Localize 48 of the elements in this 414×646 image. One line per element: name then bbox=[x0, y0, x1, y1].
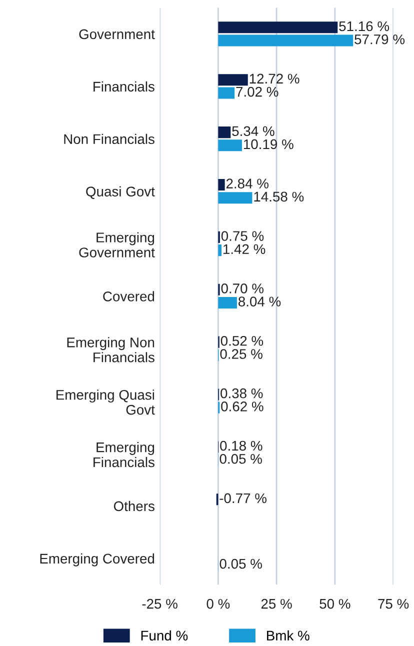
y-tick-label: Emerging Government bbox=[79, 232, 155, 258]
y-tick-label: Emerging Financials bbox=[94, 442, 154, 468]
data-label: 0.52 % bbox=[220, 336, 264, 346]
x-tick-label: 0 % bbox=[206, 598, 230, 609]
data-label: -0.77 % bbox=[220, 493, 266, 504]
legend-label: Bmk % bbox=[267, 630, 310, 640]
y-tick-label: Covered bbox=[103, 291, 154, 302]
data-label: 0.18 % bbox=[220, 440, 262, 451]
bar bbox=[218, 87, 235, 99]
data-label: 51.16 % bbox=[339, 21, 390, 32]
legend-label: Fund % bbox=[141, 630, 188, 641]
data-label: 5.34 % bbox=[232, 126, 274, 136]
data-label: 2.84 % bbox=[226, 178, 268, 188]
data-label: 12.72 % bbox=[250, 74, 300, 84]
x-tick-label: 75 % bbox=[378, 598, 409, 609]
data-label: 7.02 % bbox=[236, 86, 278, 97]
data-label: 8.04 % bbox=[238, 296, 281, 306]
data-label: 0.70 % bbox=[221, 284, 264, 294]
data-label: 0.75 % bbox=[221, 231, 264, 241]
bar bbox=[218, 22, 338, 34]
bar bbox=[218, 34, 354, 46]
data-label: 0.25 % bbox=[220, 349, 262, 359]
data-label: 1.42 % bbox=[223, 244, 266, 254]
data-label: 0.62 % bbox=[221, 402, 264, 412]
data-label: 0.05 % bbox=[220, 558, 262, 569]
bar bbox=[218, 140, 242, 152]
bar bbox=[218, 296, 237, 309]
bar bbox=[218, 178, 225, 191]
y-tick-label: Quasi Govt bbox=[86, 186, 155, 199]
y-tick-label: Emerging Non Financials bbox=[67, 337, 154, 362]
data-label: 57.79 % bbox=[354, 34, 405, 44]
y-tick-label: Emerging Quasi Govt bbox=[56, 390, 155, 415]
x-tick-label: 50 % bbox=[320, 598, 350, 609]
y-tick-label: Financials bbox=[94, 81, 154, 92]
bar bbox=[218, 244, 222, 256]
x-tick-label: -25 % bbox=[142, 598, 178, 609]
y-tick-label: Emerging Covered bbox=[40, 553, 154, 566]
bar bbox=[218, 74, 248, 86]
x-tick-label: 25 % bbox=[261, 598, 292, 609]
bar bbox=[218, 126, 231, 138]
data-label: 0.38 % bbox=[220, 388, 263, 398]
y-tick-label: Others bbox=[114, 500, 154, 512]
data-label: 10.19 % bbox=[244, 139, 294, 150]
data-label: 14.58 % bbox=[254, 192, 304, 202]
bar bbox=[218, 192, 252, 204]
data-label: 0.05 % bbox=[220, 454, 262, 464]
y-tick-label: Non Financials bbox=[64, 134, 154, 144]
y-tick-label: Government bbox=[79, 29, 155, 40]
